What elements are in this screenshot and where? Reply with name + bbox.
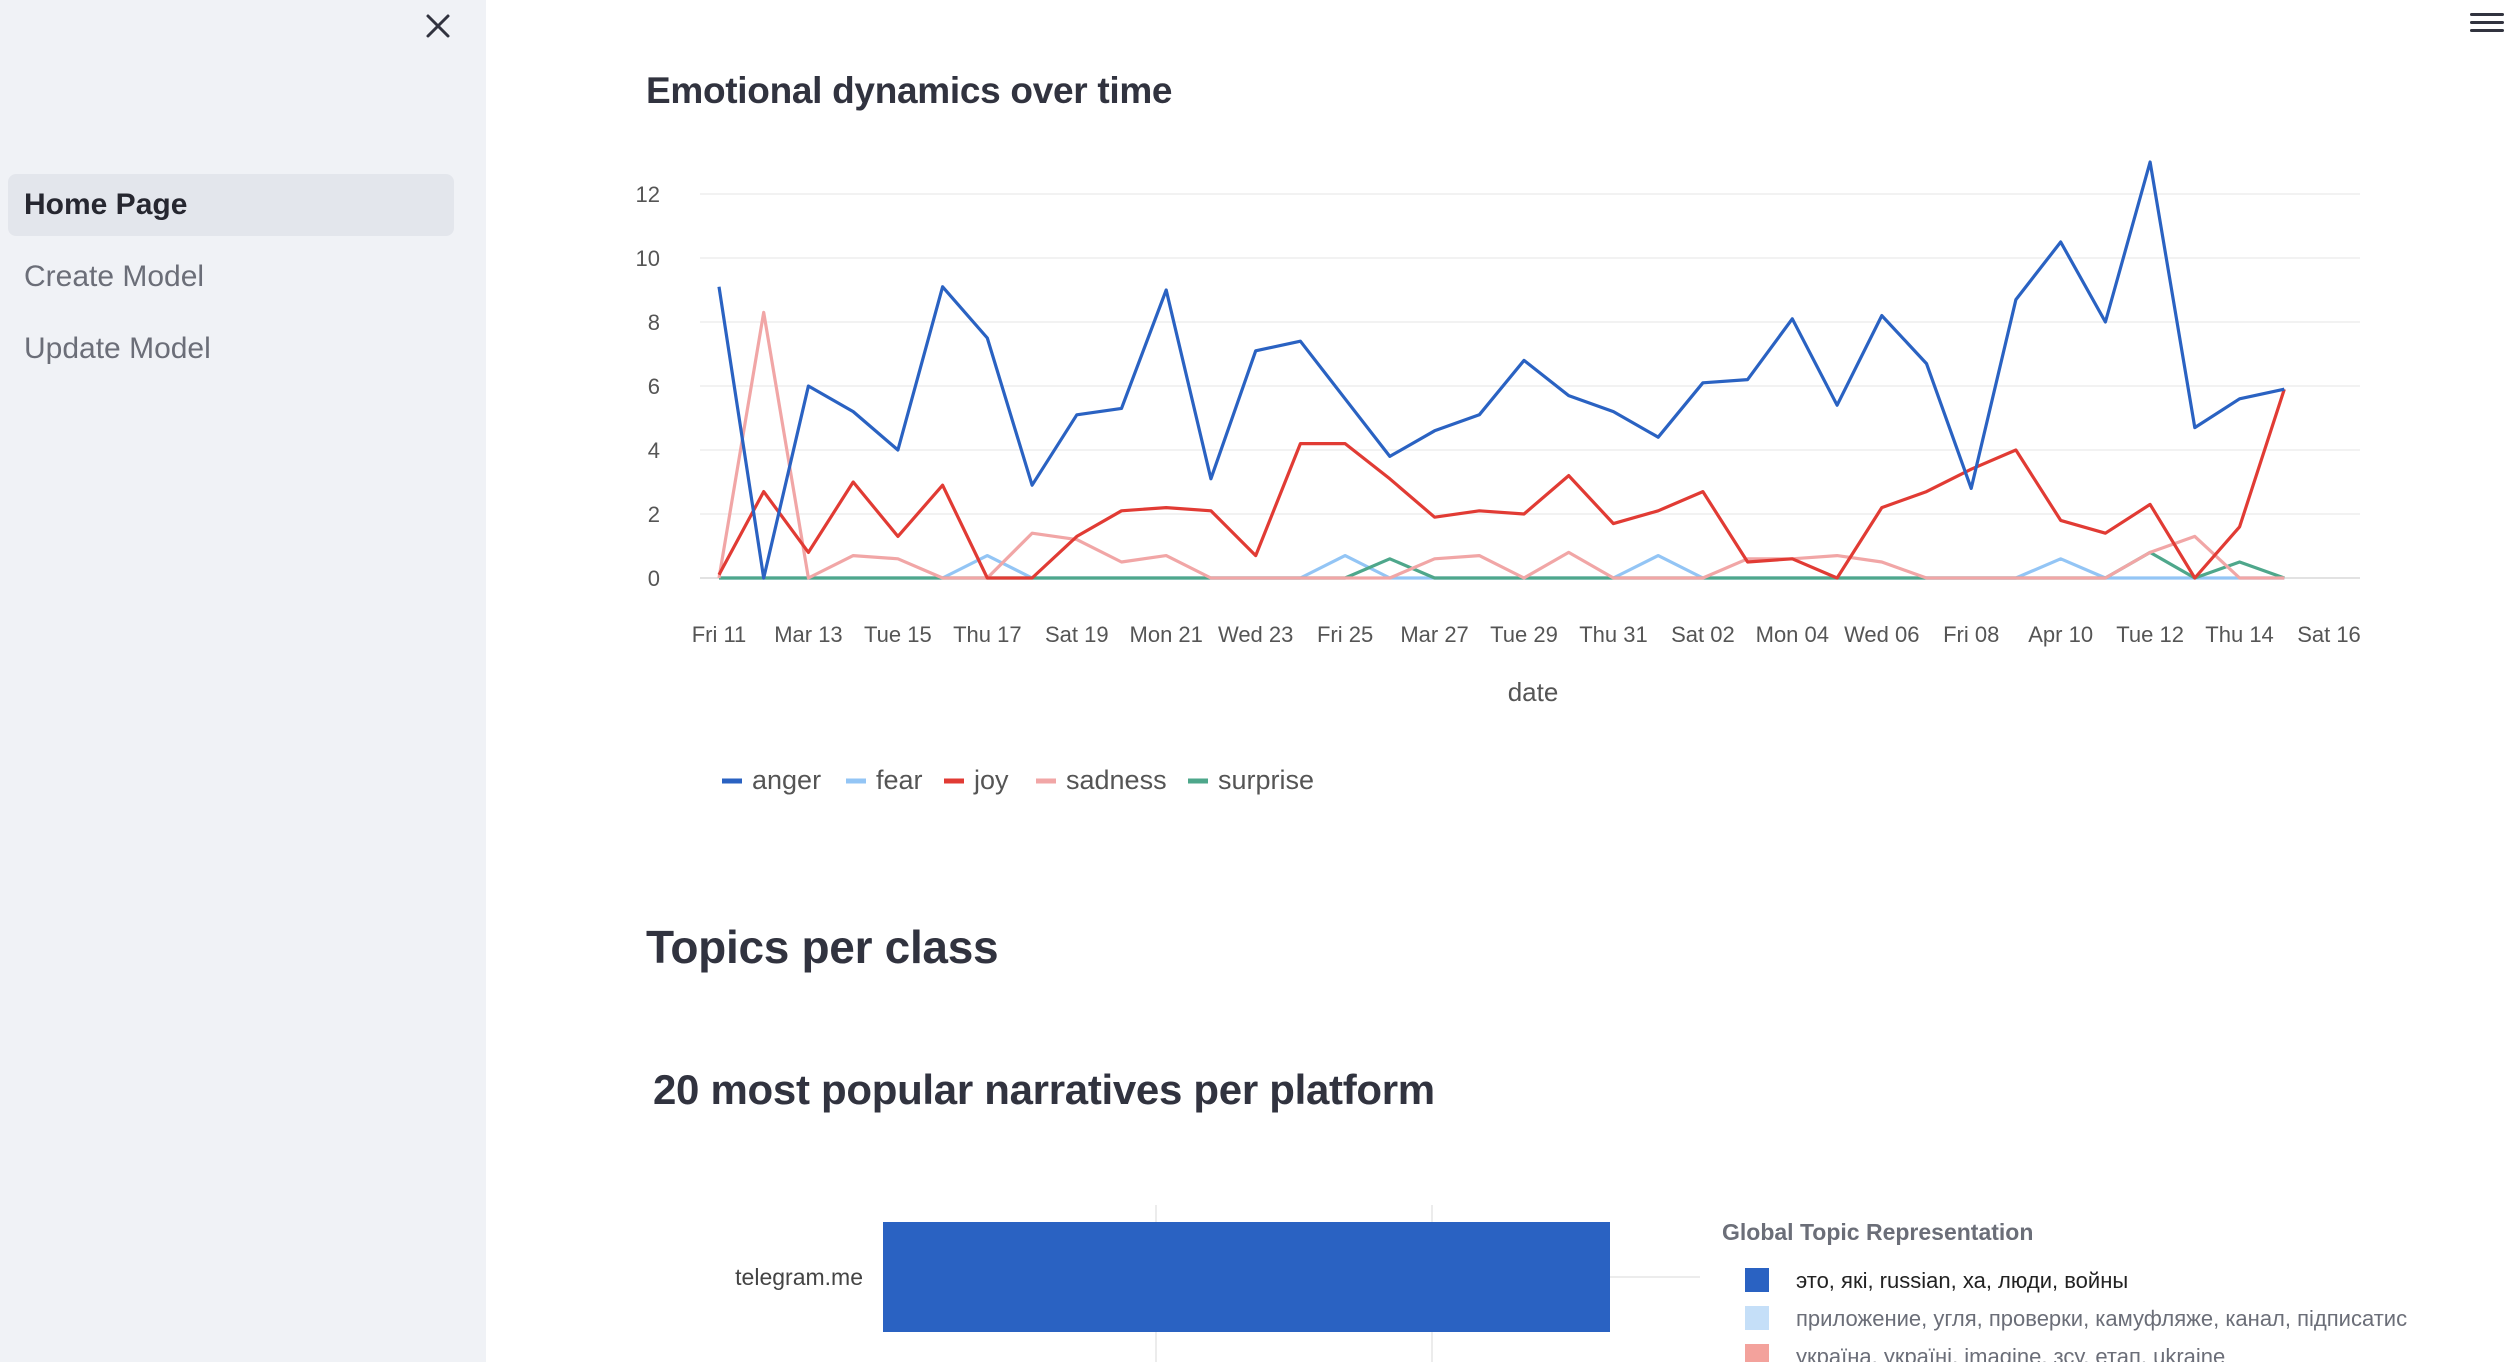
y-tick-label: 4 (648, 438, 660, 463)
y-tick-label: 0 (648, 566, 660, 591)
narratives-bar-chart: telegram.me Global Topic Representation … (735, 1205, 2407, 1362)
y-tick-label: 2 (648, 502, 660, 527)
x-tick-label: Mon 04 (1756, 622, 1829, 647)
legend-label: это, які, russian, ха, люди, войны (1796, 1268, 2128, 1293)
x-tick-label: Mon 21 (1130, 622, 1203, 647)
emotion-chart-title: Emotional dynamics over time (646, 70, 1173, 111)
x-tick-label: Sat 19 (1045, 622, 1109, 647)
legend-item-fear[interactable]: fear (846, 765, 923, 795)
legend-label: fear (876, 765, 923, 795)
x-tick-label: Tue 12 (2116, 622, 2184, 647)
sidebar-item-create-model[interactable]: Create Model (8, 246, 454, 308)
sidebar-item-label: Create Model (24, 260, 205, 293)
legend-swatch (1745, 1268, 1769, 1292)
legend-label: sadness (1066, 765, 1167, 795)
y-tick-label: 6 (648, 374, 660, 399)
close-icon (426, 14, 450, 38)
x-tick-label: Tue 15 (864, 622, 932, 647)
x-tick-label: Sat 02 (1671, 622, 1735, 647)
x-tick-label: Thu 14 (2205, 622, 2274, 647)
y-tick-label: 8 (648, 310, 660, 335)
sidebar-item-update-model[interactable]: Update Model (8, 318, 454, 380)
legend-item[interactable]: это, які, russian, ха, люди, войны (1745, 1268, 2128, 1293)
x-tick-label: Fri 11 (692, 622, 747, 647)
x-axis-label: date (1508, 677, 1559, 707)
x-tick-label: Fri 25 (1317, 622, 1373, 647)
narratives-title: 20 most popular narratives per platform (653, 1066, 1435, 1113)
x-tick-label: Sat 16 (2297, 622, 2360, 647)
sidebar-item-label: Update Model (24, 332, 211, 365)
category-label: telegram.me (735, 1264, 863, 1290)
legend-label: приложение, угля, проверки, камуфляже, к… (1796, 1306, 2407, 1331)
x-tick-label: Thu 31 (1579, 622, 1648, 647)
x-tick-label: Mar 13 (774, 622, 842, 647)
hamburger-menu-icon[interactable] (2470, 8, 2504, 38)
x-tick-label: Tue 29 (1490, 622, 1558, 647)
x-tick-label: Wed 06 (1844, 622, 1919, 647)
emotion-line-chart: 0 2 4 6 8 10 12 Fri 11 Mar 13 Tue 15 Thu 17 Sat 19… (636, 160, 2360, 795)
bar-0 (883, 1222, 1610, 1332)
x-tick-label: Apr 10 (2028, 622, 2093, 647)
legend-item-joy[interactable]: joy (944, 765, 1009, 795)
sidebar-item-home-page[interactable]: Home Page (8, 174, 454, 236)
sidebar: Home Page Create Model Update Model (0, 0, 486, 1362)
x-tick-label: Fri 08 (1943, 622, 1999, 647)
series-line-sadness (717, 310, 2285, 580)
close-sidebar-button[interactable] (418, 6, 458, 46)
legend-label: anger (752, 765, 821, 795)
y-tick-label: 12 (636, 182, 660, 207)
legend-swatch (1745, 1344, 1769, 1362)
legend-item[interactable]: приложение, угля, проверки, камуфляже, к… (1745, 1306, 2407, 1331)
legend-label: surprise (1218, 765, 1314, 795)
topics-title: Topics per class (646, 921, 999, 973)
x-tick-label: Wed 23 (1218, 622, 1293, 647)
legend-title: Global Topic Representation (1722, 1219, 2033, 1245)
series-line-anger (717, 160, 2285, 580)
legend-item-surprise[interactable]: surprise (1188, 765, 1314, 795)
legend-label: україна, україні, imagine, зсу, етап, uk… (1796, 1344, 2225, 1362)
legend-item[interactable]: україна, україні, imagine, зсу, етап, uk… (1745, 1344, 2225, 1362)
x-tick-label: Mar 27 (1400, 622, 1468, 647)
legend-item-sadness[interactable]: sadness (1036, 765, 1167, 795)
y-tick-label: 10 (636, 246, 660, 271)
legend-label: joy (973, 765, 1009, 795)
legend-swatch (1745, 1306, 1769, 1330)
x-tick-label: Thu 17 (953, 622, 1022, 647)
sidebar-item-label: Home Page (24, 188, 188, 221)
series-line-joy (717, 388, 2286, 580)
legend-item-anger[interactable]: anger (722, 765, 821, 795)
